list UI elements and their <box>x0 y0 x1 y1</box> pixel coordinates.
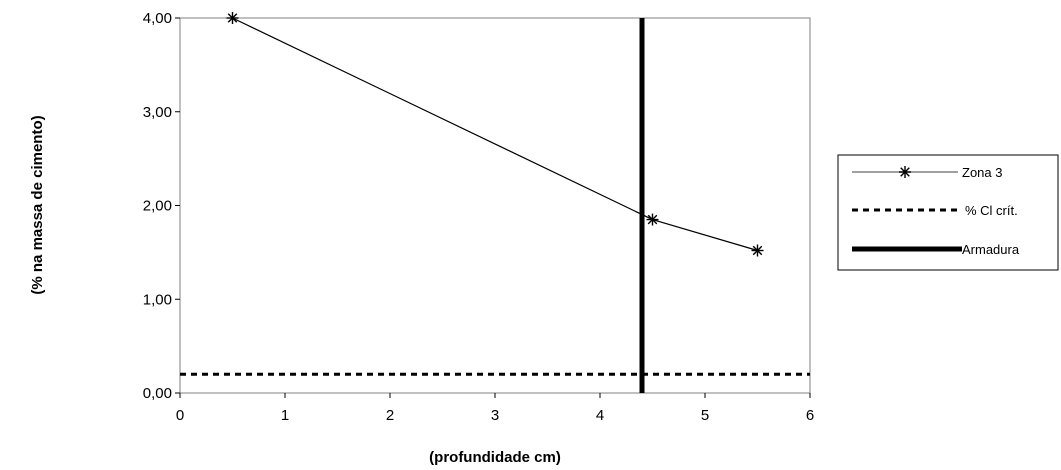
legend-label-cl-crit: % Cl crít. <box>965 203 1018 218</box>
legend-item-armadura: Armadura <box>852 242 1020 257</box>
y-tick-label: 3,00 <box>143 104 172 121</box>
asterisk-marker-icon <box>899 166 911 178</box>
y-axis: 0,00 1,00 2,00 3,00 4,00 <box>143 10 180 402</box>
plot-area <box>179 17 811 394</box>
x-tick-label: 2 <box>386 407 394 424</box>
x-tick-label: 4 <box>596 407 604 424</box>
legend-label-armadura: Armadura <box>962 242 1020 257</box>
series-layer <box>180 12 810 393</box>
legend-item-cl-crit: % Cl crít. <box>852 203 1018 218</box>
data-point-zona-3 <box>646 213 659 226</box>
data-point-zona-3 <box>751 244 764 257</box>
x-tick-label: 5 <box>701 407 709 424</box>
y-tick-label: 1,00 <box>143 291 172 308</box>
x-tick-label: 0 <box>176 407 184 424</box>
legend: Zona 3 % Cl crít. Armadura <box>837 154 1059 271</box>
x-axis: 0 1 2 3 4 5 6 <box>176 393 814 424</box>
x-axis-title: (profundidade cm) <box>429 449 561 466</box>
data-point-zona-3 <box>226 12 239 24</box>
y-axis-title: (% na massa de cimento) <box>29 115 46 294</box>
legend-label-zona-3: Zona 3 <box>962 165 1002 180</box>
legend-asterisk-mark <box>899 166 911 178</box>
legend-item-zona-3: Zona 3 <box>852 165 1002 180</box>
x-tick-label: 1 <box>281 407 289 424</box>
y-tick-label: 2,00 <box>143 198 172 215</box>
x-tick-label: 3 <box>491 407 499 424</box>
y-tick-label: 4,00 <box>143 10 172 27</box>
y-tick-label: 0,00 <box>143 385 172 402</box>
x-tick-label: 6 <box>806 407 814 424</box>
